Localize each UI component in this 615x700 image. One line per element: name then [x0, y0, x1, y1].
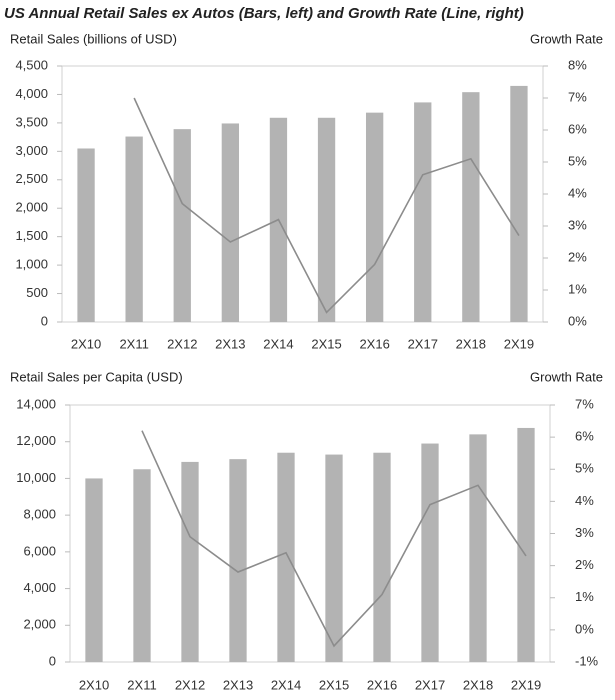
y2-tick-label: 1% [575, 589, 594, 604]
bar [462, 92, 480, 323]
bar [125, 136, 143, 322]
x-tick-label: 2X14 [263, 336, 293, 351]
x-tick-label: 2X16 [367, 677, 397, 692]
y2-tick-label: 0% [568, 313, 587, 328]
x-tick-label: 2X14 [271, 677, 301, 692]
y-tick-label: 3,000 [15, 143, 48, 158]
y-tick-label: 6,000 [23, 543, 56, 558]
y-tick-label: 1,000 [15, 257, 48, 272]
x-tick-label: 2X13 [215, 336, 245, 351]
y2-tick-label: 7% [568, 89, 587, 104]
y-tick-label: 8,000 [23, 507, 56, 522]
x-tick-label: 2X17 [408, 336, 438, 351]
y2-tick-label: 5% [575, 461, 594, 476]
x-tick-label: 2X19 [504, 336, 534, 351]
y-axis-label: Retail Sales per Capita (USD) [10, 369, 183, 384]
y2-tick-label: -1% [575, 653, 599, 668]
x-tick-label: 2X11 [119, 336, 148, 351]
y2-axis-label: Growth Rate [530, 369, 603, 384]
x-tick-label: 2X17 [415, 677, 445, 692]
x-tick-label: 2X12 [175, 677, 205, 692]
y2-tick-label: 4% [568, 185, 587, 200]
bar [229, 459, 247, 662]
bar [77, 148, 95, 322]
y-tick-label: 4,500 [15, 57, 48, 72]
x-tick-label: 2X19 [511, 677, 541, 692]
x-tick-label: 2X11 [127, 677, 156, 692]
y-tick-label: 10,000 [16, 470, 56, 485]
bar [421, 443, 439, 662]
y-tick-label: 14,000 [16, 396, 56, 411]
y2-tick-label: 2% [575, 557, 594, 572]
bar [414, 102, 432, 322]
y-tick-label: 3,500 [15, 114, 48, 129]
growth-line [133, 97, 520, 314]
x-tick-label: 2X16 [359, 336, 389, 351]
y-tick-label: 4,000 [15, 86, 48, 101]
x-tick-label: 2X12 [167, 336, 197, 351]
y2-tick-label: 7% [575, 396, 594, 411]
y-tick-label: 2,000 [23, 617, 56, 632]
y-tick-label: 2,000 [15, 200, 48, 215]
y-tick-label: 12,000 [16, 433, 56, 448]
bar [221, 123, 240, 322]
x-tick-label: 2X15 [311, 336, 341, 351]
bar [277, 452, 295, 662]
y2-tick-label: 4% [575, 493, 594, 508]
bar [181, 461, 199, 662]
bar [85, 478, 103, 662]
y2-tick-label: 6% [575, 429, 594, 444]
x-tick-label: 2X15 [319, 677, 349, 692]
bar [373, 452, 391, 662]
bar [517, 427, 535, 662]
x-tick-label: 2X10 [71, 336, 101, 351]
y-axis-label: Retail Sales (billions of USD) [10, 31, 177, 46]
bar [133, 469, 151, 662]
y-tick-label: 2,500 [15, 171, 48, 186]
y2-axis-label: Growth Rate [530, 31, 603, 46]
y2-tick-label: 8% [568, 57, 587, 72]
y-tick-label: 0 [49, 653, 56, 668]
y2-tick-label: 2% [568, 249, 587, 264]
bar [173, 129, 191, 322]
y2-tick-label: 1% [568, 281, 587, 296]
y2-tick-label: 0% [575, 621, 594, 636]
y-tick-label: 0 [41, 313, 48, 328]
x-tick-label: 2X18 [456, 336, 486, 351]
y2-tick-label: 3% [568, 217, 587, 232]
bar [325, 454, 343, 662]
y-tick-label: 500 [26, 285, 48, 300]
bar [469, 434, 487, 662]
x-tick-label: 2X18 [463, 677, 493, 692]
x-tick-label: 2X10 [79, 677, 109, 692]
bar [317, 117, 336, 322]
y2-tick-label: 3% [575, 525, 594, 540]
y-tick-label: 1,500 [15, 228, 48, 243]
chart-title: US Annual Retail Sales ex Autos (Bars, l… [4, 5, 524, 22]
y2-tick-label: 5% [568, 153, 587, 168]
y2-tick-label: 6% [568, 121, 587, 136]
bar [510, 85, 528, 323]
growth-line [141, 430, 527, 648]
y-tick-label: 4,000 [23, 580, 56, 595]
bar [365, 112, 384, 322]
x-tick-label: 2X13 [223, 677, 253, 692]
